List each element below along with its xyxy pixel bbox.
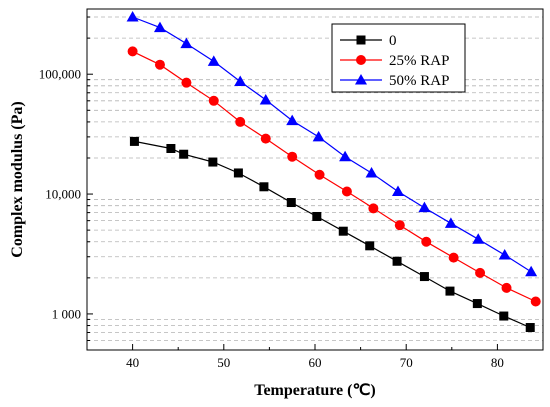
data-point xyxy=(472,299,482,309)
data-point xyxy=(368,203,379,214)
data-point xyxy=(286,114,299,126)
x-tick-label: 40 xyxy=(126,355,139,370)
legend-marker xyxy=(356,55,366,65)
axis-ticks: 40 50 60 70 80 1 000 10,000 100,000 xyxy=(39,16,544,370)
plot-frame xyxy=(86,8,544,351)
data-point xyxy=(418,201,431,213)
data-point xyxy=(445,286,455,296)
data-point xyxy=(287,151,298,162)
y-tick-label: 10,000 xyxy=(45,187,81,202)
data-point xyxy=(153,21,166,33)
x-tick-label: 50 xyxy=(217,355,230,370)
data-point xyxy=(391,185,404,197)
series-2 xyxy=(126,11,538,277)
x-tick-label: 70 xyxy=(400,355,413,370)
series-1 xyxy=(127,46,541,307)
y-tick-label: 100,000 xyxy=(39,67,81,82)
x-tick-label: 60 xyxy=(309,355,322,370)
data-point xyxy=(530,296,541,307)
data-point xyxy=(235,116,246,127)
data-point xyxy=(126,11,139,22)
data-point xyxy=(312,130,325,142)
data-point xyxy=(499,311,509,321)
data-point xyxy=(525,265,538,277)
data-point xyxy=(365,166,378,178)
data-point xyxy=(341,186,352,197)
legend-marker xyxy=(355,74,367,85)
data-point xyxy=(475,267,486,278)
legend-marker xyxy=(356,35,366,45)
data-point xyxy=(394,220,405,231)
series-0 xyxy=(129,136,535,333)
data-point xyxy=(498,249,511,260)
series-line xyxy=(134,140,531,329)
data-point xyxy=(392,256,402,266)
legend-label: 0 xyxy=(389,33,397,49)
y-axis-title: Complex modulus (Pa) xyxy=(9,101,26,257)
data-point xyxy=(448,252,459,263)
data-point xyxy=(129,136,139,146)
data-point xyxy=(208,157,218,167)
data-point xyxy=(259,93,272,105)
data-point xyxy=(181,77,192,88)
data-point xyxy=(421,236,432,247)
data-point xyxy=(260,133,271,144)
series-line xyxy=(132,50,536,303)
data-point xyxy=(339,150,352,162)
data-point xyxy=(180,37,193,49)
data-point xyxy=(365,241,375,251)
data-point xyxy=(127,46,138,57)
data-point xyxy=(259,182,269,192)
data-point xyxy=(166,143,176,153)
data-series xyxy=(126,11,541,333)
series-line xyxy=(132,16,532,273)
data-point xyxy=(472,233,485,244)
legend-label: 50% RAP xyxy=(389,73,449,89)
data-point xyxy=(419,272,429,282)
legend: 0 25% RAP 50% RAP xyxy=(331,23,466,93)
data-point xyxy=(208,95,219,106)
data-point xyxy=(338,226,348,236)
data-point xyxy=(179,149,189,159)
data-point xyxy=(312,211,322,221)
y-tick-label: 1 000 xyxy=(52,306,81,321)
data-point xyxy=(444,217,457,228)
data-point xyxy=(234,75,247,86)
data-point xyxy=(314,169,325,180)
legend-box xyxy=(331,23,466,93)
data-point xyxy=(501,282,512,293)
data-point xyxy=(525,323,535,333)
x-tick-label: 80 xyxy=(491,355,504,370)
legend-label: 25% RAP xyxy=(389,53,449,69)
data-point xyxy=(154,59,165,70)
data-point xyxy=(233,168,243,178)
x-axis-title: Temperature (℃) xyxy=(254,382,376,399)
data-point xyxy=(207,55,220,66)
data-point xyxy=(286,198,296,208)
